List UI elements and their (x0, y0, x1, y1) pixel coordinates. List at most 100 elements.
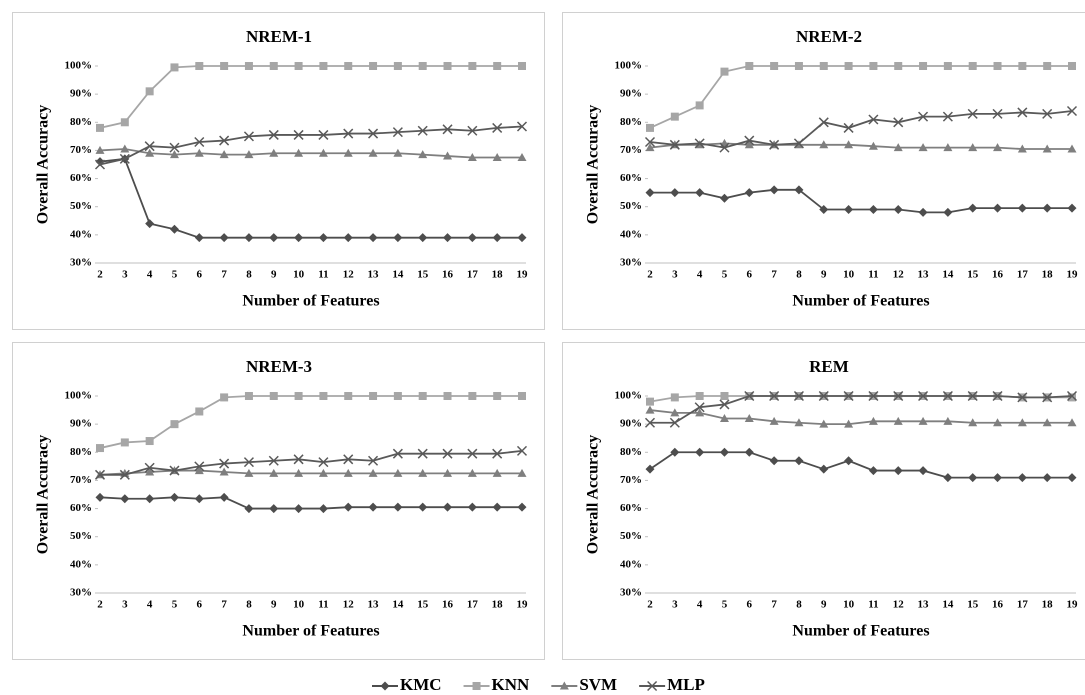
marker (169, 142, 180, 153)
marker (343, 454, 354, 465)
marker (145, 437, 154, 446)
series-line (100, 449, 523, 476)
x-tick-label: 15 (417, 269, 429, 281)
x-tick-label: 4 (147, 269, 153, 281)
marker (368, 233, 378, 243)
panel: NREM-2 Overall Accuracy Number of Features… (562, 12, 1085, 330)
marker (94, 469, 106, 480)
marker (670, 112, 679, 121)
marker (819, 62, 828, 70)
marker (368, 128, 379, 139)
marker (844, 205, 854, 215)
marker (468, 392, 477, 400)
marker (720, 392, 729, 400)
marker (943, 207, 953, 217)
marker (169, 150, 179, 159)
legend-label: KNN (492, 675, 531, 694)
x-tick-label: 13 (918, 269, 930, 281)
marker (943, 473, 953, 483)
marker (393, 468, 403, 477)
marker (95, 145, 105, 154)
x-tick-label: 8 (796, 269, 802, 281)
marker (794, 185, 804, 195)
x-tick-label: 19 (1067, 269, 1079, 281)
marker (393, 502, 403, 512)
series-line (99, 148, 522, 159)
marker (393, 392, 402, 400)
x-tick-label: 7 (771, 269, 777, 281)
marker (844, 62, 853, 70)
legend-marker (647, 680, 658, 692)
y-tick-label: 50% (70, 200, 92, 212)
marker (244, 392, 253, 400)
marker (942, 390, 953, 402)
marker (294, 233, 304, 243)
legend: KMC KNN SVM MLP (372, 675, 705, 694)
marker (219, 135, 230, 146)
y-tick-label: 70% (620, 474, 642, 486)
marker (195, 62, 204, 70)
marker (96, 444, 104, 453)
marker (943, 416, 953, 425)
x-axis-title: Number of Features (242, 623, 379, 640)
marker (194, 494, 204, 504)
x-tick-label: 5 (172, 269, 178, 281)
marker (647, 680, 658, 692)
marker (268, 455, 279, 466)
marker (517, 233, 527, 243)
legend-label: KMC (400, 675, 442, 694)
marker (194, 136, 205, 148)
marker (1017, 418, 1027, 427)
x-tick-label: 13 (368, 599, 380, 611)
marker (719, 193, 729, 203)
marker (1068, 393, 1076, 402)
marker (918, 390, 929, 402)
marker (744, 140, 754, 149)
marker (467, 502, 477, 512)
marker (719, 447, 729, 457)
x-tick-label: 17 (1017, 599, 1029, 611)
marker (244, 233, 254, 243)
marker (194, 461, 205, 472)
marker (744, 414, 754, 423)
marker (120, 118, 129, 127)
marker (868, 416, 878, 425)
chart-title: NREM-3 (246, 357, 312, 376)
marker (644, 136, 656, 148)
x-tick-label: 6 (197, 269, 203, 281)
x-tick-label: 5 (722, 269, 728, 281)
y-tick-label: 50% (620, 530, 642, 542)
x-tick-label: 7 (771, 599, 777, 611)
y-tick-label: 100% (65, 390, 93, 402)
marker (318, 148, 328, 157)
marker (1042, 144, 1052, 153)
x-tick-label: 16 (442, 269, 454, 281)
marker (318, 504, 328, 514)
marker (517, 152, 527, 161)
x-tick-label: 10 (293, 269, 305, 281)
y-tick-label: 100% (615, 390, 643, 402)
marker (918, 111, 929, 122)
x-tick-label: 9 (271, 269, 277, 281)
legend-marker (472, 682, 481, 690)
marker (1017, 392, 1028, 403)
x-tick-label: 9 (821, 599, 827, 611)
x-tick-label: 14 (942, 269, 954, 281)
marker (1042, 203, 1052, 213)
marker (670, 188, 680, 198)
x-tick-label: 18 (492, 269, 504, 281)
marker (695, 188, 705, 198)
marker (968, 203, 978, 213)
marker (769, 416, 779, 425)
x-tick-label: 12 (893, 599, 905, 611)
marker (294, 468, 304, 477)
marker (318, 233, 328, 243)
marker (169, 224, 179, 234)
x-tick-label: 3 (672, 269, 678, 281)
panel: NREM-3 Overall Accuracy Number of Features… (12, 342, 545, 660)
marker (443, 151, 453, 160)
marker (819, 205, 829, 215)
marker (769, 456, 779, 466)
marker (1042, 473, 1052, 483)
x-tick-label: 13 (918, 599, 930, 611)
